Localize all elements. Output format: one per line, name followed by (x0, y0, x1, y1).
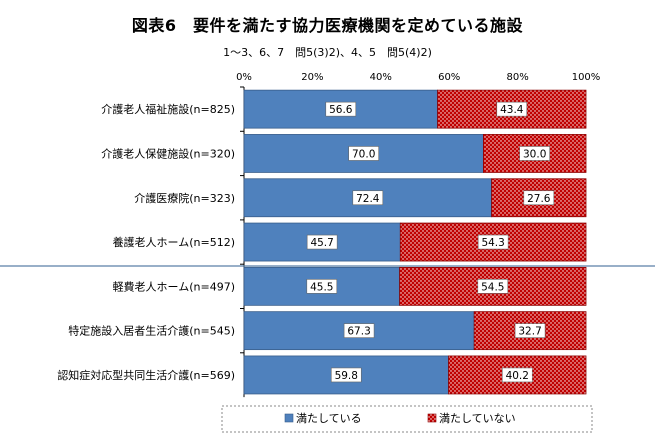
data-label-box (523, 190, 555, 206)
chart-title: 図表6 要件を満たす協力医療機関を定めている施設 (131, 16, 524, 35)
data-label-box (496, 101, 528, 117)
category-label: 介護老人福祉施設(n=825) (101, 102, 235, 116)
x-tick-label: 60% (438, 72, 460, 83)
data-label: 45.7 (310, 237, 333, 249)
data-label-box (519, 146, 551, 161)
data-label-box (330, 367, 362, 383)
data-label: 70.0 (352, 148, 375, 160)
data-label: 43.4 (500, 104, 524, 116)
data-label-box (306, 279, 338, 294)
data-label: 67.3 (347, 326, 370, 338)
data-label: 54.5 (481, 281, 504, 293)
legend-swatch-met (284, 413, 294, 423)
data-label-box (477, 234, 509, 250)
data-label: 32.7 (518, 326, 541, 338)
data-label-box (325, 101, 357, 117)
chart-subtitle: 1～3、6、7 問5(3)2)、4、5 問5(4)2) (223, 46, 432, 59)
data-label: 30.0 (523, 148, 546, 160)
data-label-box (343, 323, 375, 338)
data-label: 59.8 (335, 370, 358, 382)
data-label: 27.6 (527, 193, 551, 205)
category-label: 介護老人保健施設(n=320) (101, 146, 235, 160)
legend-label: 満たしていない (439, 412, 516, 425)
category-label: 介護医療院(n=323) (134, 191, 235, 205)
data-label: 72.4 (356, 193, 380, 205)
data-label-box (477, 279, 509, 294)
x-tick-label: 0% (236, 72, 252, 83)
legend-frame (221, 405, 593, 433)
data-label: 56.6 (329, 104, 353, 116)
data-label: 40.2 (506, 370, 529, 382)
category-label: 養護老人ホーム(n=512) (113, 235, 235, 249)
data-label-box (348, 146, 380, 161)
data-label-box (352, 190, 384, 206)
data-label-box (306, 234, 338, 250)
legend-label: 満たしている (296, 412, 362, 425)
x-tick-label: 40% (370, 72, 392, 83)
legend-swatch-not-met (427, 413, 437, 423)
bar-segment-met (243, 355, 449, 395)
bar-segment-met (243, 222, 401, 262)
category-label: 特定施設入居者生活介護(n=545) (68, 324, 235, 338)
data-label: 54.3 (481, 237, 504, 249)
data-label-box (514, 323, 546, 338)
data-label-box (501, 367, 533, 383)
x-tick-label: 20% (301, 72, 323, 83)
x-tick-label: 80% (506, 72, 528, 83)
category-label: 軽費老人ホーム(n=497) (113, 279, 235, 293)
category-label: 認知症対応型共同生活介護(n=569) (57, 368, 235, 382)
data-label: 45.5 (310, 281, 333, 293)
x-tick-label: 100% (572, 72, 601, 83)
